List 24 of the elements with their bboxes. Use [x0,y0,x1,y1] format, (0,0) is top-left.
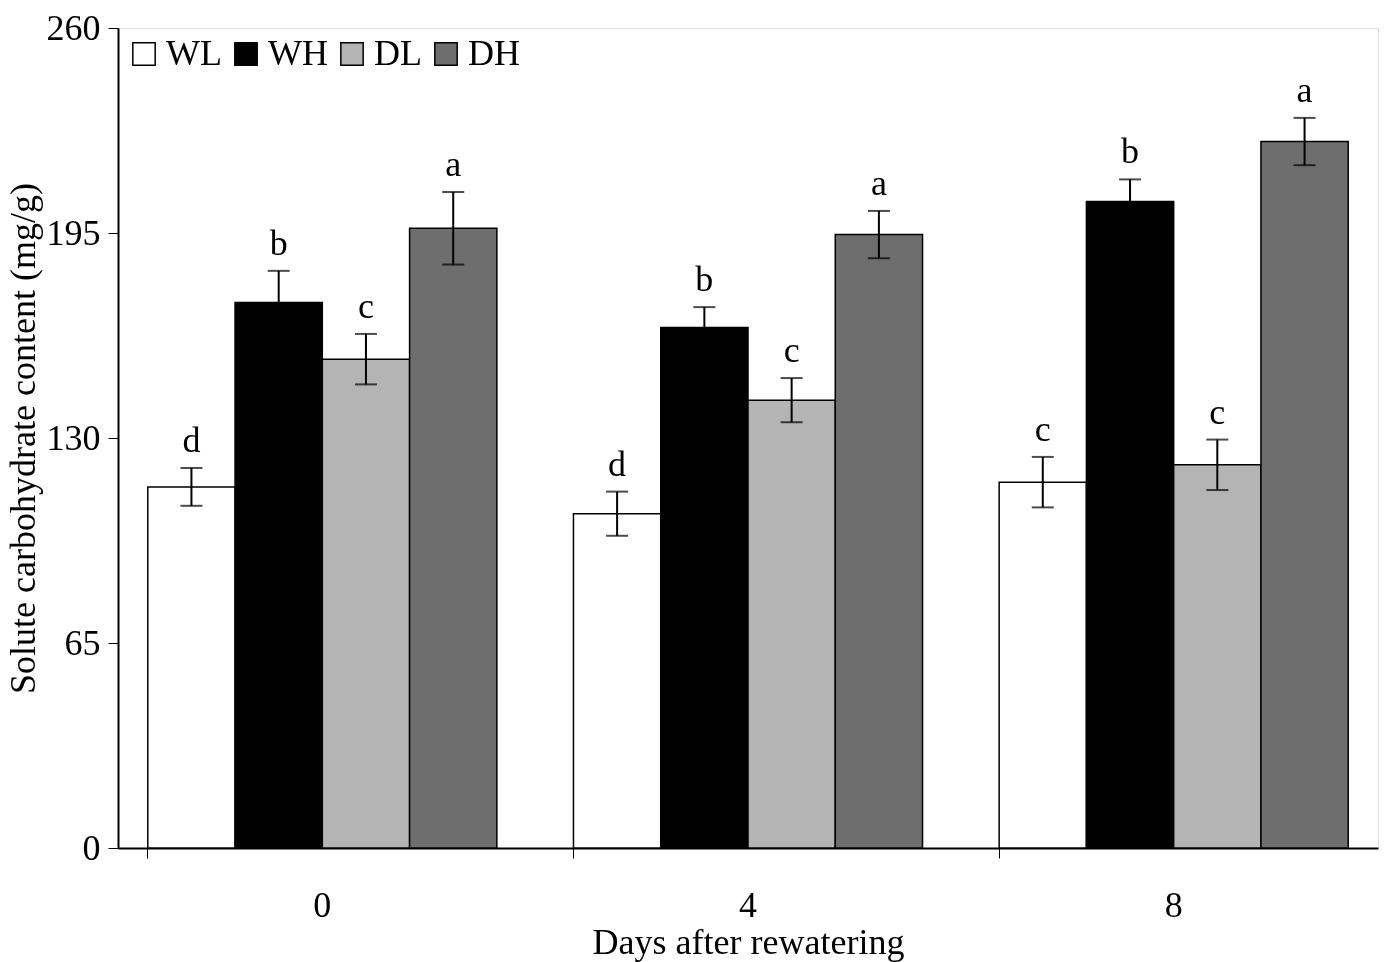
y-tick-label: 195 [46,212,101,253]
y-tick-label: 130 [46,417,101,458]
data-label: a [870,162,887,203]
data-label: c [1034,408,1051,449]
data-label: b [1121,131,1140,172]
data-label: b [269,222,288,263]
data-label: c [1209,391,1226,432]
y-tick-label: 260 [46,7,101,48]
data-label: c [357,285,374,326]
x-tick-label: 0 [313,884,332,925]
data-label: d [182,419,201,460]
data-label: a [1296,69,1313,110]
legend-label: WL [166,33,222,73]
legend-label: DL [374,33,422,73]
data-label: a [445,144,462,184]
legend-label: DH [468,33,520,73]
x-tick-label: 8 [1164,884,1183,925]
y-tick-label: 65 [64,622,101,663]
data-label: c [783,330,800,371]
y-tick-label: 0 [82,827,101,868]
data-label: b [695,259,714,300]
data-label: d [608,443,627,484]
y-axis-title: Solute carbohydrate content (mg/g) [2,183,43,694]
legend-label: WH [268,33,328,73]
